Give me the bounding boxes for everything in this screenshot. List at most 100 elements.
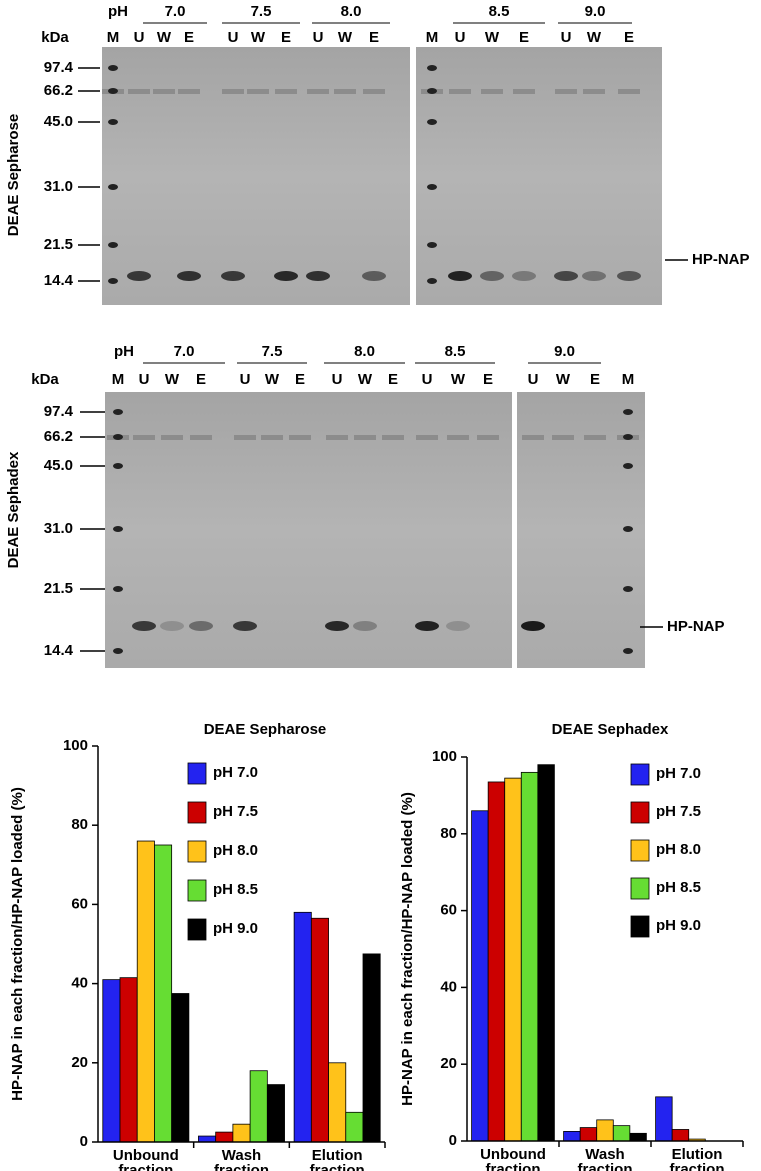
lane-label: U — [139, 371, 150, 388]
ph-group-label: 8.5 — [445, 343, 466, 360]
gel-faint-band — [354, 435, 376, 440]
lane-label: E — [388, 371, 398, 388]
lane-label: W — [358, 371, 373, 388]
legend-swatch — [187, 918, 207, 941]
y-tick-label: 0 — [80, 1133, 88, 1150]
gel-faint-band — [261, 435, 283, 440]
legend-swatch — [630, 877, 650, 900]
hp-nap-band — [521, 621, 545, 631]
gel-faint-band — [513, 89, 535, 94]
bar — [563, 1131, 581, 1142]
chart-title: DEAE Sephadex — [552, 721, 669, 738]
gel-faint-band — [133, 435, 155, 440]
marker-band — [427, 184, 437, 190]
legend-label: pH 7.0 — [213, 764, 258, 781]
hp-nap-band — [448, 271, 472, 281]
lane-label: E — [624, 29, 634, 46]
y-tick-label: 60 — [71, 895, 88, 912]
gel-faint-band — [583, 89, 605, 94]
bar — [504, 777, 522, 1142]
hp-nap-band — [362, 271, 386, 281]
marker-band — [113, 409, 123, 415]
ph-group-label: 9.0 — [554, 343, 575, 360]
legend-swatch — [187, 801, 207, 824]
lane-label: M — [112, 371, 125, 388]
y-axis-label: HP-NAP in each fraction/HP-NAP loaded (%… — [399, 792, 416, 1106]
gel-faint-band — [334, 89, 356, 94]
gel-faint-band — [161, 435, 183, 440]
bar — [249, 1070, 268, 1143]
gel-faint-band — [190, 435, 212, 440]
lane-label: E — [196, 371, 206, 388]
marker-label: 45.0 — [44, 457, 73, 474]
y-tick-label: 60 — [440, 902, 457, 919]
marker-band — [113, 463, 123, 469]
lane-label: E — [281, 29, 291, 46]
lane-label: W — [157, 29, 172, 46]
marker-label: 14.4 — [44, 642, 74, 659]
lane-label: E — [519, 29, 529, 46]
bar — [629, 1132, 647, 1142]
gel-faint-band — [307, 89, 329, 94]
bar — [232, 1123, 251, 1143]
hp-nap-band — [353, 621, 377, 631]
lane-label: U — [228, 29, 239, 46]
lane-label: W — [485, 29, 500, 46]
legend-swatch — [187, 840, 207, 863]
marker-band — [427, 119, 437, 125]
hp-nap-band — [512, 271, 536, 281]
ph-group-label: 9.0 — [585, 3, 606, 20]
marker-band — [623, 434, 633, 440]
gel-faint-band — [275, 89, 297, 94]
marker-band — [108, 65, 118, 71]
lane-label: E — [184, 29, 194, 46]
ph-group-label: 7.0 — [165, 3, 186, 20]
marker-band — [108, 278, 118, 284]
legend-swatch — [630, 839, 650, 862]
gel-faint-band — [178, 89, 200, 94]
marker-band — [427, 65, 437, 71]
legend-label: pH 8.5 — [213, 881, 258, 898]
y-tick-label: 100 — [432, 748, 457, 765]
bar — [345, 1111, 364, 1143]
hp-nap-band — [617, 271, 641, 281]
marker-band — [623, 586, 633, 592]
marker-band — [108, 184, 118, 190]
chart-title: DEAE Sepharose — [204, 721, 327, 738]
bar — [171, 993, 190, 1143]
lane-label: E — [295, 371, 305, 388]
bar — [471, 810, 489, 1142]
legend-label: pH 8.0 — [656, 841, 701, 858]
lane-label: W — [451, 371, 466, 388]
ph-group-label: 8.0 — [341, 3, 362, 20]
marker-label: 31.0 — [44, 178, 73, 195]
x-tick-label: Wash fraction — [214, 1147, 269, 1171]
lane-label: E — [590, 371, 600, 388]
lane-label: U — [240, 371, 251, 388]
gel-faint-band — [153, 89, 175, 94]
lane-label: W — [165, 371, 180, 388]
y-tick-label: 100 — [63, 737, 88, 754]
legend-label: pH 7.0 — [656, 765, 701, 782]
band-label: HP-NAP — [692, 251, 750, 268]
y-tick-label: 20 — [71, 1054, 88, 1071]
gel-faint-band — [477, 435, 499, 440]
hp-nap-band — [415, 621, 439, 631]
marker-band — [108, 88, 118, 94]
bar — [671, 1129, 690, 1142]
gel-panel — [105, 392, 512, 668]
lane-label: M — [622, 371, 635, 388]
marker-band — [108, 242, 118, 248]
band-label: HP-NAP — [667, 618, 725, 635]
bar — [520, 771, 539, 1142]
bar — [215, 1131, 234, 1143]
bar — [612, 1125, 631, 1142]
bar — [198, 1135, 217, 1143]
marker-band — [113, 648, 123, 654]
lane-label: U — [313, 29, 324, 46]
marker-label: 21.5 — [44, 580, 73, 597]
gel-faint-band — [481, 89, 503, 94]
bar — [487, 781, 506, 1142]
gel-faint-band — [555, 89, 577, 94]
